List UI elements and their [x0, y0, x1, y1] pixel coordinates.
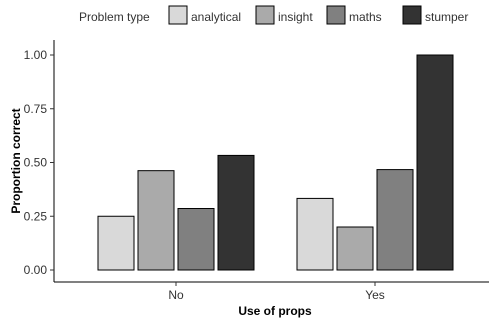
- legend-key-insight: [255, 5, 275, 25]
- legend-label-maths: maths: [349, 10, 382, 24]
- legend-key-stumper: [402, 5, 422, 25]
- legend-label-analytical: analytical: [191, 10, 241, 24]
- x-tick-label: Yes: [365, 288, 385, 302]
- legend-label-stumper: stumper: [425, 10, 468, 24]
- bar-insight-no: [137, 170, 175, 271]
- legend-label-insight: insight: [278, 10, 313, 24]
- y-tick-label: 0.25: [24, 209, 48, 223]
- y-tick-label: 1.00: [24, 48, 48, 62]
- bar-insight-yes: [336, 226, 374, 271]
- axes: 0.00 0.25 0.50 0.75 1.00 No Yes: [24, 40, 489, 302]
- y-axis-title: Proportion correct: [9, 108, 23, 213]
- y-tick-label: 0.00: [24, 263, 48, 277]
- y-tick-label: 0.75: [24, 102, 48, 116]
- legend-title: Problem type: [79, 10, 150, 24]
- y-tick-label: 0.50: [24, 156, 48, 170]
- x-axis-title: Use of props: [238, 304, 312, 318]
- legend: Problem type analytical insight maths stump…: [79, 5, 468, 25]
- bar-analytical-no: [97, 215, 135, 271]
- bar-stumper-no: [217, 154, 255, 271]
- x-tick-label: No: [168, 288, 184, 302]
- bar-analytical-yes: [296, 197, 334, 271]
- bar-maths-yes: [376, 169, 414, 271]
- bar-maths-no: [177, 208, 215, 271]
- legend-key-analytical: [168, 5, 188, 25]
- legend-key-maths: [326, 5, 346, 25]
- bars: [97, 54, 454, 271]
- bar-stumper-yes: [416, 54, 454, 271]
